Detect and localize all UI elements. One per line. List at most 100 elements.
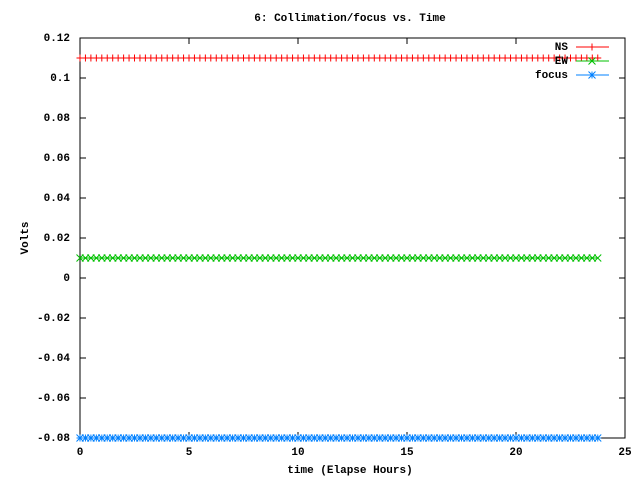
data-point (512, 434, 520, 442)
data-point (196, 254, 204, 262)
legend-label: NS (555, 42, 569, 54)
data-point (261, 254, 270, 262)
data-point (114, 434, 123, 442)
y-tick-label: 0.08 (44, 113, 71, 125)
data-point (305, 434, 313, 442)
data-point (108, 254, 117, 262)
data-point (212, 254, 221, 262)
data-point (572, 254, 580, 262)
data-point (484, 254, 493, 262)
y-tick-label: 0.04 (44, 193, 71, 205)
data-point (539, 434, 548, 442)
data-point (223, 254, 232, 262)
data-point (245, 254, 253, 262)
data-point (473, 434, 482, 442)
data-point (255, 434, 264, 442)
data-point (97, 434, 106, 442)
data-point (343, 434, 351, 442)
data-point (299, 254, 308, 262)
data-point (87, 434, 95, 442)
data-point (501, 434, 509, 442)
data-point (332, 434, 341, 442)
data-point (157, 434, 166, 442)
data-point (119, 434, 128, 442)
data-point (473, 254, 482, 262)
y-axis-label: Volts (20, 221, 32, 254)
data-point (588, 434, 597, 442)
data-point (572, 434, 580, 442)
data-point (386, 434, 395, 442)
data-point (375, 254, 384, 262)
data-point (533, 434, 542, 442)
data-point (103, 254, 112, 262)
data-point (354, 434, 362, 442)
data-point (141, 254, 150, 262)
data-point (174, 434, 182, 442)
data-point (81, 254, 90, 262)
data-point (305, 254, 313, 262)
data-point (446, 254, 455, 262)
data-point (555, 434, 564, 442)
data-point (283, 254, 291, 262)
legend-label: EW (555, 56, 569, 68)
data-point (87, 254, 95, 262)
data-point (157, 254, 166, 262)
data-point (364, 254, 373, 262)
x-tick-label: 20 (509, 447, 522, 459)
data-point (517, 254, 526, 262)
data-point (130, 254, 139, 262)
data-point (294, 434, 302, 442)
y-tick-label: 0.02 (44, 233, 70, 245)
data-point (146, 254, 155, 262)
data-point (217, 434, 226, 442)
data-point (550, 434, 559, 442)
data-point (544, 434, 553, 442)
legend-label: focus (535, 70, 568, 82)
x-tick-label: 0 (77, 447, 84, 459)
data-point (179, 434, 188, 442)
data-point (441, 434, 450, 442)
data-point (523, 434, 531, 442)
data-point (490, 434, 499, 442)
data-point (452, 434, 460, 442)
data-point (419, 254, 428, 262)
data-point (152, 254, 161, 262)
data-point (484, 434, 493, 442)
data-point (468, 254, 477, 262)
data-point (375, 434, 384, 442)
data-point (577, 254, 586, 262)
data-point (119, 254, 128, 262)
data-point (76, 254, 84, 262)
data-point (555, 254, 564, 262)
data-point (501, 254, 509, 262)
data-point (152, 434, 161, 442)
plot-border (79, 37, 626, 439)
data-point (250, 434, 259, 442)
data-point (506, 434, 515, 442)
data-point (185, 254, 193, 262)
data-point (359, 434, 368, 442)
data-point (414, 434, 422, 442)
data-point (163, 254, 172, 262)
data-point (92, 434, 101, 442)
data-point (468, 434, 477, 442)
data-point (490, 254, 499, 262)
data-point (294, 254, 302, 262)
data-point (130, 434, 139, 442)
data-point (201, 434, 210, 442)
data-point (97, 254, 106, 262)
data-point (435, 434, 444, 442)
data-point (217, 254, 226, 262)
data-point (397, 254, 406, 262)
data-point (582, 254, 591, 262)
data-point (163, 434, 172, 442)
data-point (463, 254, 471, 262)
data-point (463, 434, 471, 442)
data-point (250, 254, 259, 262)
data-point (337, 254, 346, 262)
legend-marker (588, 71, 596, 79)
data-point (364, 434, 373, 442)
data-point (386, 254, 395, 262)
data-point (179, 254, 188, 262)
